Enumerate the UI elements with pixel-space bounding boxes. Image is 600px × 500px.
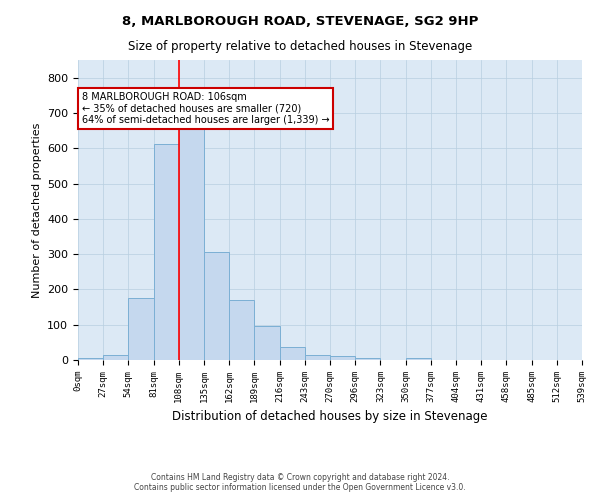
Bar — [406, 358, 431, 360]
Bar — [330, 356, 355, 360]
Bar — [229, 300, 254, 360]
Bar — [103, 354, 128, 360]
Bar — [355, 358, 380, 360]
Text: Size of property relative to detached houses in Stevenage: Size of property relative to detached ho… — [128, 40, 472, 53]
Bar — [280, 346, 305, 360]
Text: 8, MARLBOROUGH ROAD, STEVENAGE, SG2 9HP: 8, MARLBOROUGH ROAD, STEVENAGE, SG2 9HP — [122, 15, 478, 28]
Bar — [179, 129, 204, 360]
Bar — [154, 144, 179, 360]
Text: 8 MARLBOROUGH ROAD: 106sqm
← 35% of detached houses are smaller (720)
64% of sem: 8 MARLBOROUGH ROAD: 106sqm ← 35% of deta… — [82, 92, 329, 125]
Bar — [204, 252, 229, 360]
Bar — [128, 298, 154, 360]
Text: Contains HM Land Registry data © Crown copyright and database right 2024.
Contai: Contains HM Land Registry data © Crown c… — [134, 473, 466, 492]
Bar — [78, 358, 103, 360]
Y-axis label: Number of detached properties: Number of detached properties — [32, 122, 41, 298]
Bar — [254, 326, 280, 360]
Bar — [305, 354, 330, 360]
X-axis label: Distribution of detached houses by size in Stevenage: Distribution of detached houses by size … — [172, 410, 488, 424]
